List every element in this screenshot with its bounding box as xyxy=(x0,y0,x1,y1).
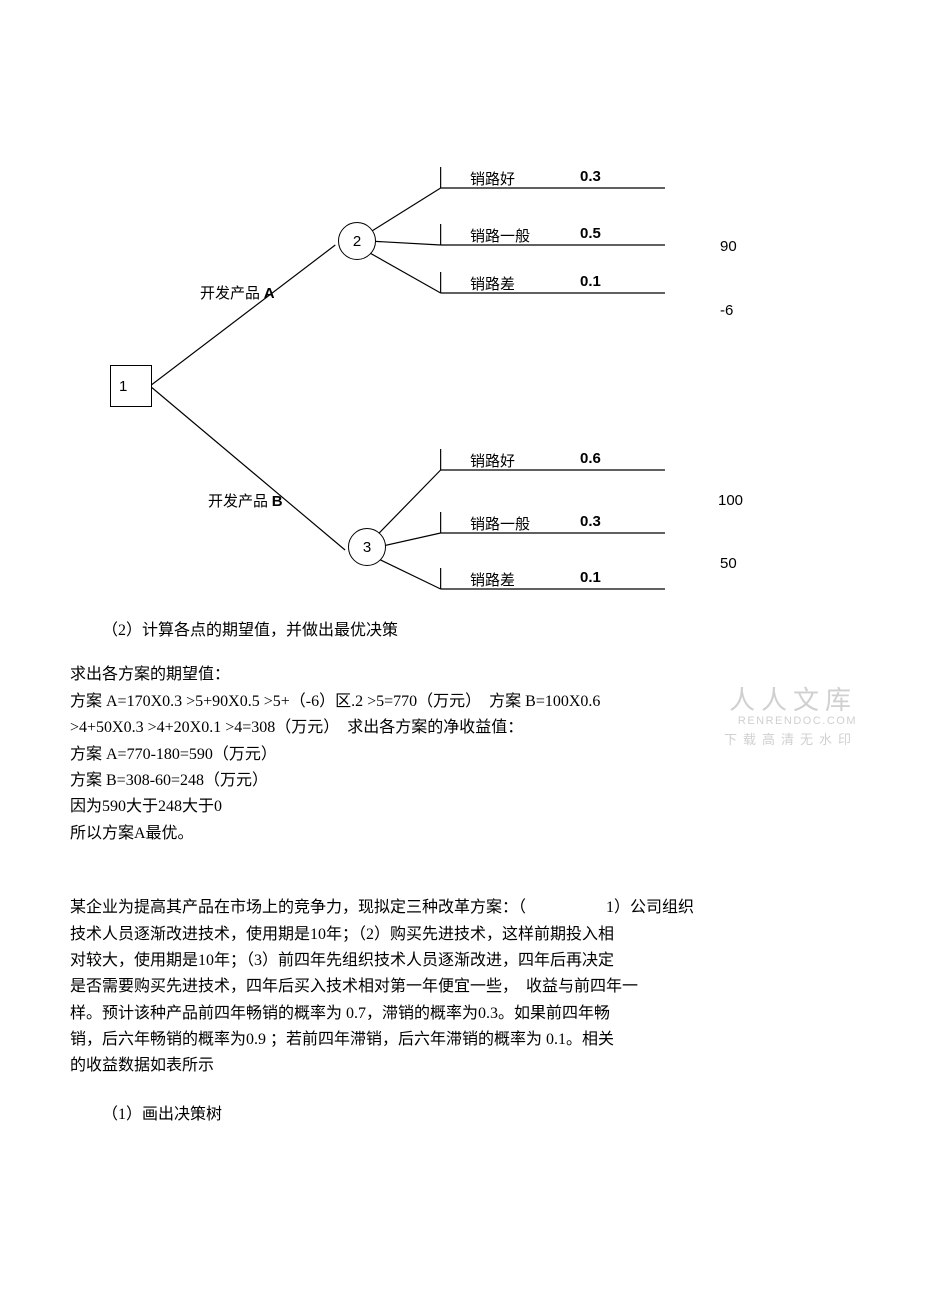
outcome-label: 销路差 xyxy=(470,273,515,294)
outcome-label: 销路差 xyxy=(470,569,515,590)
p2-line: 的收益数据如表所示 xyxy=(70,1053,862,1079)
outcome-prob: 0.3 xyxy=(580,513,601,530)
p2-line: 样。预计该种产品前四年畅销的概率为 0.7，滞销的概率为0.3。如果前四年畅 xyxy=(70,1001,862,1027)
section-2-heading: （2）计算各点的期望值，并做出最优决策 xyxy=(70,618,862,644)
calculation-block: 求出各方案的期望值： 方案 A=170X0.3 >5+90X0.5 >5+（-6… xyxy=(70,662,862,847)
p2-line: 某企业为提高其产品在市场上的竞争力，现拟定三种改革方案：（ 1）公司组织 xyxy=(70,895,862,921)
branch-label-b: 开发产品 B xyxy=(208,490,283,511)
node-label: 1 xyxy=(119,378,127,395)
branch-suffix: B xyxy=(272,493,283,510)
p2-line: 销，后六年畅销的概率为0.9 ；若前四年滞销，后六年滞销的概率为 0.1。相关 xyxy=(70,1027,862,1053)
outcome-prob: 0.3 xyxy=(580,168,601,185)
outcome-label: 销路好 xyxy=(470,450,515,471)
calc-line: 方案 A=170X0.3 >5+90X0.5 >5+（-6）区.2 >5=770… xyxy=(70,689,862,715)
branch-suffix: A xyxy=(264,285,275,302)
branch-label-a: 开发产品 A xyxy=(200,282,275,303)
chance-node-3: 3 xyxy=(348,528,386,566)
p2-line: 技术人员逐渐改进技术，使用期是10年；（2）购买先进技术，这样前期投入相 xyxy=(70,922,862,948)
outcome-label: 销路好 xyxy=(470,168,515,189)
calc-line: 因为590大于248大于0 xyxy=(70,794,862,820)
calc-line: 方案 A=770-180=590（万元） xyxy=(70,742,862,768)
node-label: 2 xyxy=(353,233,361,250)
chance-node-2: 2 xyxy=(338,222,376,260)
tree-lines xyxy=(70,110,862,610)
node-label: 3 xyxy=(363,539,371,556)
outcome-payoff: -6 xyxy=(720,302,733,319)
decision-tree-diagram: 1 2 3 开发产品 A 开发产品 B 销路好 0.3 销路一般 0.5 90 … xyxy=(70,110,862,610)
outcome-prob: 0.5 xyxy=(580,225,601,242)
heading-text: （2）计算各点的期望值，并做出最优决策 xyxy=(70,618,862,644)
calc-line: 所以方案A最优。 xyxy=(70,821,862,847)
problem-2-text: 某企业为提高其产品在市场上的竞争力，现拟定三种改革方案：（ 1）公司组织 技术人… xyxy=(70,895,862,1080)
p2-line: 是否需要购买先进技术，四年后买入技术相对第一年便宜一些， 收益与前四年一 xyxy=(70,974,862,1000)
outcome-payoff: 100 xyxy=(718,492,743,509)
branch-text: 开发产品 xyxy=(200,286,260,302)
outcome-prob: 0.6 xyxy=(580,450,601,467)
outcome-payoff: 90 xyxy=(720,238,737,255)
branch-text: 开发产品 xyxy=(208,494,268,510)
q1-text: （1）画出决策树 xyxy=(70,1102,862,1128)
problem-2-q1: （1）画出决策树 xyxy=(70,1102,862,1128)
outcome-label: 销路一般 xyxy=(470,225,530,246)
calc-line: 求出各方案的期望值： xyxy=(70,662,862,688)
calc-line: 方案 B=308-60=248（万元） xyxy=(70,768,862,794)
decision-node-1: 1 xyxy=(110,365,152,407)
outcome-prob: 0.1 xyxy=(580,273,601,290)
calc-line: >4+50X0.3 >4+20X0.1 >4=308（万元） 求出各方案的净收益… xyxy=(70,715,862,741)
outcome-prob: 0.1 xyxy=(580,569,601,586)
outcome-payoff: 50 xyxy=(720,555,737,572)
outcome-label: 销路一般 xyxy=(470,513,530,534)
p2-line: 对较大，使用期是10年；（3）前四年先组织技术人员逐渐改进，四年后再决定 xyxy=(70,948,862,974)
